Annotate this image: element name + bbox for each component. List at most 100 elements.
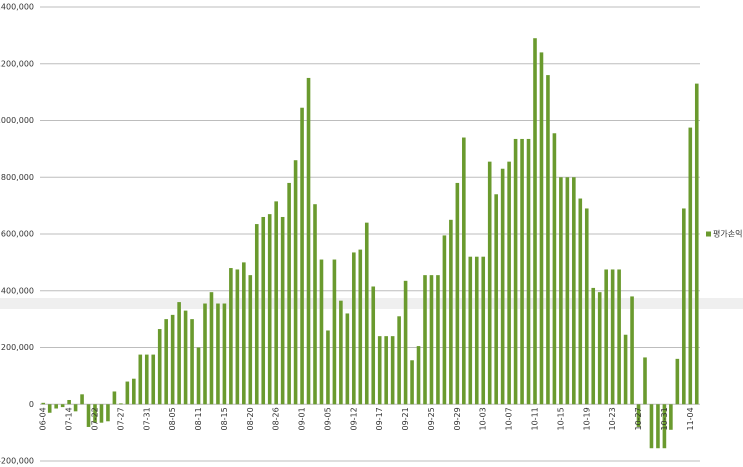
bar [429, 275, 434, 405]
bar [261, 216, 266, 405]
bar [662, 404, 667, 449]
bar [280, 216, 285, 405]
bar [487, 161, 492, 405]
bar [67, 399, 71, 405]
x-tick-label: 09-21 [401, 407, 410, 430]
bar [164, 319, 168, 405]
bar [326, 330, 330, 405]
x-tick-label: 07-27 [116, 407, 125, 430]
bar [597, 292, 602, 405]
bar [86, 404, 91, 427]
x-tick-label: 08-15 [220, 407, 229, 430]
bar [99, 404, 104, 423]
bar [565, 177, 570, 405]
bar [494, 194, 498, 405]
bar [332, 259, 337, 405]
legend-swatch [706, 231, 711, 237]
bar [559, 177, 563, 405]
bar [526, 138, 531, 405]
bar [578, 198, 583, 405]
bar [267, 214, 272, 405]
bar [468, 256, 473, 405]
y-tick-label: 400,000 [1, 286, 34, 295]
bar [410, 360, 414, 405]
bar [254, 224, 259, 405]
bar [403, 280, 408, 405]
x-tick-label: 08-26 [272, 407, 281, 430]
y-tick-label: 200,000 [1, 343, 34, 352]
y-tick-label: 600,000 [1, 230, 34, 239]
bar [533, 38, 537, 405]
bar [132, 378, 136, 405]
bar [345, 313, 350, 405]
bar [552, 133, 557, 405]
bar [293, 160, 298, 405]
bar [248, 275, 253, 405]
bar [675, 358, 680, 405]
bar [352, 252, 356, 405]
bar [669, 404, 673, 430]
bar [54, 404, 58, 409]
bar [274, 201, 278, 405]
bar [623, 334, 628, 405]
bar [125, 381, 130, 405]
bar [604, 269, 608, 405]
bar [41, 402, 46, 405]
bar [694, 83, 699, 405]
bar [306, 77, 311, 405]
bar [106, 404, 110, 422]
x-tick-label: 10-03 [479, 407, 488, 430]
x-tick-label: 10-27 [634, 407, 643, 430]
bar [177, 302, 181, 405]
y-tick-label: -200,000 [0, 457, 34, 466]
bar [222, 303, 227, 405]
x-tick-label: 07-31 [142, 407, 151, 430]
bar [190, 319, 194, 405]
bar [449, 219, 453, 405]
bar [682, 208, 686, 405]
y-tick-label: 0 [29, 400, 34, 409]
bar [481, 256, 486, 405]
bar [47, 404, 52, 413]
x-tick-label: 06-04 [39, 407, 48, 430]
y-tick-label: 1,200,000 [0, 59, 34, 68]
x-tick-label: 10-07 [505, 407, 514, 430]
bar [242, 262, 246, 405]
legend-label: 평가손익 [713, 229, 742, 239]
bar [397, 316, 401, 405]
bar [229, 268, 233, 405]
bar [183, 310, 188, 405]
bar [157, 329, 162, 405]
bar [643, 357, 647, 405]
bar [455, 182, 460, 405]
bar [416, 346, 421, 405]
bar [119, 403, 123, 405]
bar [656, 404, 660, 449]
x-tick-label: 10-15 [556, 407, 565, 430]
bar [649, 404, 654, 449]
y-tick-label: 1,000,000 [0, 116, 34, 125]
bar [209, 292, 214, 405]
bar [572, 177, 576, 405]
bar [371, 286, 376, 405]
x-tick-label: 09-25 [427, 407, 436, 430]
bar [364, 222, 369, 405]
bar [436, 275, 440, 405]
bar [462, 137, 466, 405]
bar [617, 269, 621, 405]
bar [216, 303, 220, 405]
bar [591, 287, 596, 405]
y-tick-label: 1,400,000 [0, 3, 34, 12]
bar [610, 269, 615, 405]
bar [546, 75, 550, 405]
bar [235, 269, 240, 405]
x-tick-label: 09-05 [323, 407, 332, 430]
bar [80, 394, 84, 405]
x-tick-label: 07-14 [65, 407, 74, 430]
x-tick-label: 10-23 [608, 407, 617, 430]
x-tick-label: 08-20 [246, 407, 255, 430]
bar [507, 161, 511, 405]
bar [513, 138, 518, 405]
bar [520, 138, 524, 405]
